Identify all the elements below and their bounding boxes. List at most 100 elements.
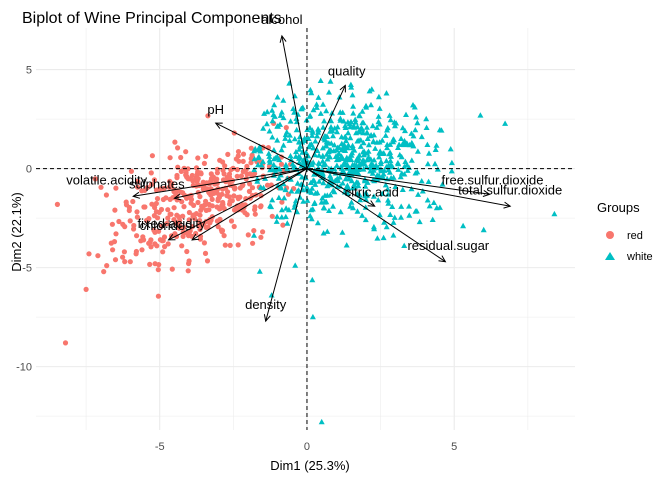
point-red [181, 224, 187, 231]
point-white [313, 101, 320, 107]
point-red [217, 216, 223, 222]
point-white [352, 119, 359, 125]
point-white [294, 111, 301, 117]
point-white [368, 86, 375, 92]
point-white [274, 94, 281, 100]
point-white [354, 165, 361, 171]
point-red [152, 204, 158, 211]
point-white [361, 148, 368, 154]
legend: Groups red white [597, 200, 653, 263]
point-red [159, 223, 165, 229]
point-red [226, 194, 232, 200]
point-red [120, 254, 126, 260]
point-white [383, 157, 390, 164]
point-red [142, 204, 148, 210]
point-white [267, 202, 274, 209]
point-white [270, 161, 277, 168]
point-white [252, 145, 259, 152]
point-white [369, 161, 376, 168]
point-white [414, 148, 421, 154]
point-red [153, 200, 159, 207]
point-red [188, 195, 194, 201]
point-white [284, 165, 291, 171]
point-white [337, 117, 344, 123]
point-white [418, 178, 425, 184]
point-white [261, 110, 268, 116]
point-white [398, 135, 405, 141]
point-white [290, 105, 297, 112]
point-white [313, 104, 320, 110]
point-red [98, 184, 104, 190]
point-white [393, 120, 400, 126]
variable-label-chlorides: chlorides [140, 218, 193, 233]
point-red [183, 170, 189, 176]
point-white [354, 208, 361, 214]
arrowhead-fixed.acidity [191, 233, 200, 241]
point-white [258, 162, 265, 168]
point-red [222, 163, 228, 169]
arrow-density [265, 168, 308, 322]
point-red [283, 125, 289, 131]
point-red [183, 149, 189, 155]
point-red [163, 195, 169, 201]
point-red [160, 249, 166, 255]
point-red [130, 198, 136, 205]
point-red [157, 237, 163, 243]
point-white [315, 126, 322, 132]
point-white [397, 173, 404, 180]
point-white [374, 235, 381, 241]
point-red [152, 261, 158, 267]
point-red [127, 218, 133, 224]
point-white [414, 119, 421, 126]
point-white [432, 160, 438, 167]
point-red [195, 155, 201, 161]
point-red [148, 170, 154, 176]
point-white [275, 194, 282, 200]
point-white [380, 171, 387, 177]
point-white [398, 214, 404, 220]
point-white [328, 117, 335, 124]
point-white [402, 127, 408, 134]
point-white [369, 170, 376, 176]
point-red [169, 266, 175, 272]
point-white [357, 196, 364, 203]
point-red [219, 191, 225, 197]
point-red [227, 242, 233, 248]
point-white [320, 179, 327, 186]
point-red [123, 199, 129, 205]
point-red [247, 181, 253, 187]
point-red [173, 192, 179, 198]
point-red [221, 205, 227, 212]
point-white [275, 175, 282, 181]
point-red [220, 201, 226, 208]
point-white [280, 142, 287, 148]
point-white [391, 136, 397, 143]
point-red [278, 161, 285, 167]
point-white [387, 141, 394, 147]
point-red [231, 223, 237, 230]
point-white [273, 218, 280, 224]
point-white [371, 225, 378, 232]
point-white [418, 133, 425, 140]
point-red [258, 204, 264, 210]
point-white [412, 170, 419, 176]
point-white [314, 133, 321, 139]
point-red [165, 215, 171, 221]
point-white [276, 165, 283, 172]
point-white [424, 197, 431, 203]
point-white [401, 137, 408, 144]
point-white [296, 159, 303, 165]
point-red [186, 209, 192, 216]
point-white [346, 156, 352, 162]
point-white [307, 179, 314, 185]
point-white [429, 216, 436, 222]
point-red [121, 249, 127, 255]
variable-label-citric.acid: citric.acid [345, 184, 399, 199]
point-white [319, 158, 326, 164]
variable-label-sulphates: sulphates [129, 176, 185, 191]
point-red [104, 263, 110, 269]
point-white [404, 167, 411, 173]
arrowhead-free.sulfur.dioxide [482, 189, 491, 197]
point-white [274, 137, 281, 143]
arrow-fixed.acidity [191, 168, 308, 241]
